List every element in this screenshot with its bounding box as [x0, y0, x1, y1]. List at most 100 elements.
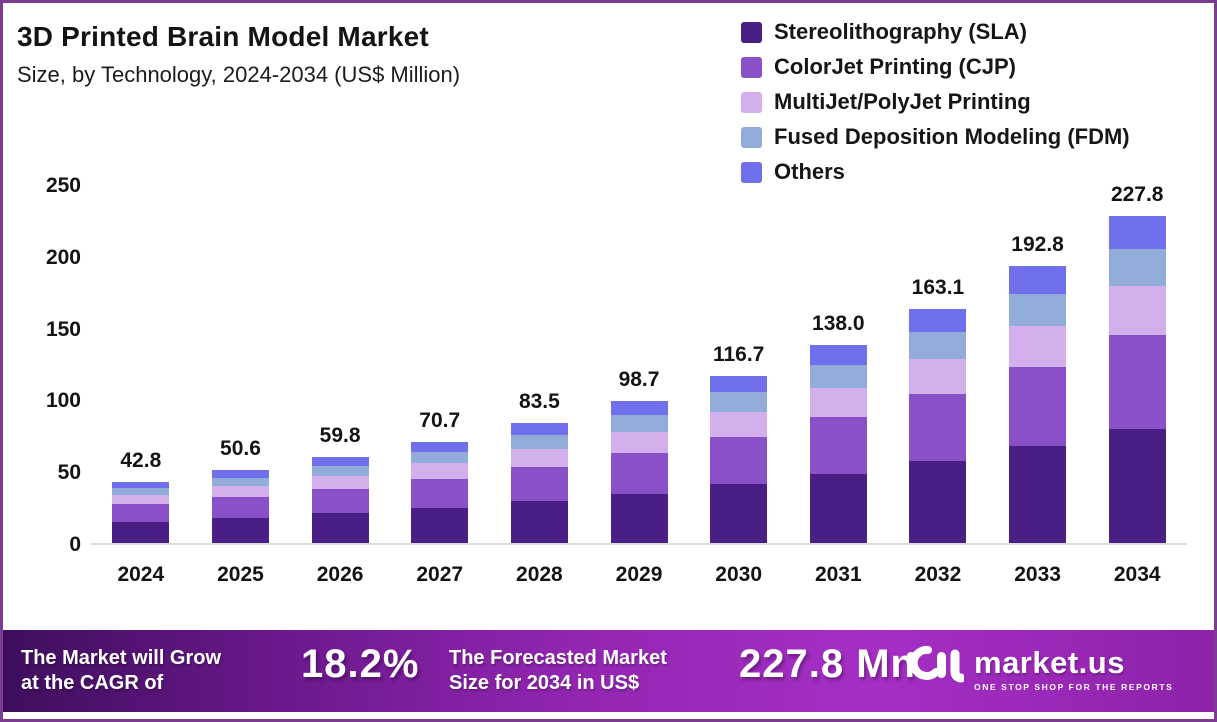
bar-segment	[211, 477, 269, 487]
bar-segment	[909, 461, 967, 543]
bar-segment	[809, 344, 867, 365]
bar-segment	[1108, 248, 1166, 287]
y-tick-label-0: 0	[69, 533, 81, 556]
bar-segment	[1009, 446, 1067, 543]
x-tick-label-2031: 2031	[814, 563, 862, 586]
bar-stack-2032	[909, 308, 967, 543]
bar-total-label-2029: 98.7	[618, 368, 660, 392]
bar-segment	[510, 449, 568, 467]
chart-header: 3D Printed Brain Model Market Size, by T…	[17, 21, 460, 88]
bar-segment	[1108, 335, 1166, 429]
bar-column-2027: 70.7	[390, 409, 490, 543]
bar-segment	[909, 332, 967, 360]
cagr-label-line1: The Market will Grow	[21, 647, 222, 669]
legend-label: MultiJet/PolyJet Printing	[774, 89, 1031, 114]
legend-item-3: MultiJet/PolyJet Printing	[741, 89, 1130, 115]
bar-segment	[411, 463, 469, 479]
bar-segment	[112, 504, 170, 522]
x-tick-label-2028: 2028	[516, 563, 563, 586]
cagr-label: The Market will Grow at the CAGR of	[21, 646, 221, 696]
page-title: 3D Printed Brain Model Market	[17, 21, 429, 52]
legend-item-5: Others	[741, 159, 1130, 185]
x-tick-label-2034: 2034	[1113, 563, 1161, 586]
bar-segment	[311, 513, 369, 543]
bar-segment	[1009, 293, 1067, 326]
x-tick-label-2033: 2033	[1014, 563, 1061, 586]
bar-segment	[610, 453, 668, 494]
bar-total-label-2027: 70.7	[419, 408, 461, 432]
y-tick-label-150: 150	[45, 317, 81, 341]
bar-segment	[411, 451, 469, 464]
bar-stack-2033	[1009, 266, 1067, 543]
bar-segment	[411, 478, 469, 508]
legend-label: Others	[774, 159, 845, 184]
page-subtitle: Size, by Technology, 2024-2034 (US$ Mill…	[17, 62, 461, 87]
legend-swatch-icon	[741, 161, 762, 183]
bar-stack-2026	[311, 457, 369, 543]
bar-segment	[311, 475, 369, 489]
bar-segment	[809, 473, 867, 543]
x-tick-label-2029: 2029	[615, 563, 663, 586]
y-tick-label-250: 250	[45, 174, 81, 197]
forecast-label-line1: The Forecasted Market	[449, 647, 667, 669]
bar-segment	[112, 487, 170, 495]
bar-total-label-2028: 83.5	[518, 390, 560, 414]
bar-segment	[112, 521, 170, 543]
bar-segment	[809, 387, 867, 418]
bar-segment	[1108, 216, 1166, 249]
bar-segment	[112, 481, 170, 488]
bar-total-label-2031: 138.0	[812, 311, 865, 335]
bar-segment	[311, 465, 369, 476]
bar-total-label-2032: 163.1	[911, 275, 965, 299]
bar-segment	[610, 493, 668, 543]
bar-stack-2029	[610, 401, 668, 543]
legend-swatch-icon	[741, 56, 762, 78]
bar-segment	[510, 423, 568, 436]
bar-column-2024: 42.8	[91, 449, 191, 543]
bar-segment	[311, 488, 369, 513]
bar-segment	[610, 415, 668, 432]
forecast-label-line2: Size for 2034 in US$	[449, 672, 640, 694]
bar-column-2034: 227.8	[1087, 183, 1187, 543]
bar-column-2030: 116.7	[689, 343, 789, 543]
bar-segment	[211, 470, 269, 478]
x-axis: 2024 2025 2026 2027 2028 2029 2030 2031 2032 2033…	[91, 563, 1187, 587]
bar-segment	[411, 507, 469, 543]
x-tick-label-2032: 2032	[914, 563, 962, 586]
bar-segment	[211, 517, 269, 543]
bar-segment	[809, 417, 867, 474]
bar-stack-2031	[809, 344, 867, 543]
bar-segment	[411, 441, 469, 452]
bar-segment	[710, 484, 768, 543]
bar-segment	[510, 466, 568, 502]
bar-segment	[112, 494, 170, 504]
bar-column-2025: 50.6	[191, 437, 291, 543]
bar-total-label-2024: 42.8	[120, 448, 162, 472]
bar-segment	[710, 436, 768, 485]
bar-stack-2024	[112, 481, 170, 543]
bar-segment	[809, 364, 867, 388]
brand-tagline: ONE STOP SHOP FOR THE REPORTS	[974, 682, 1174, 692]
brand-text: market.us ONE STOP SHOP FOR THE REPORTS	[974, 647, 1173, 692]
footer-banner: The Market will Grow at the CAGR of 18.2…	[3, 630, 1214, 712]
bar-segment	[710, 392, 768, 412]
bar-segment	[1108, 428, 1166, 543]
legend-swatch-icon	[741, 21, 762, 43]
bar-segment	[1009, 325, 1067, 368]
bar-segment	[909, 359, 967, 395]
bar-segment	[510, 501, 568, 543]
x-tick-label-2030: 2030	[715, 563, 763, 586]
brand-block: market.us ONE STOP SHOP FOR THE REPORTS	[906, 644, 1173, 695]
bar-column-2026: 59.8	[290, 424, 390, 543]
legend-label: Stereolithography (SLA)	[774, 19, 1028, 44]
legend-label: ColorJet Printing (CJP)	[774, 54, 1017, 79]
bar-segment	[1009, 367, 1067, 447]
bar-segment	[510, 435, 568, 450]
bar-column-2033: 192.8	[988, 233, 1088, 543]
bar-stack-2025	[211, 470, 269, 543]
y-tick-label-200: 200	[45, 245, 81, 269]
bar-total-label-2025: 50.6	[220, 437, 261, 461]
bar-column-2029: 98.7	[589, 368, 689, 543]
chart-legend: Stereolithography (SLA) ColorJet Printing…	[741, 19, 1130, 185]
bar-total-label-2033: 192.8	[1011, 233, 1064, 257]
